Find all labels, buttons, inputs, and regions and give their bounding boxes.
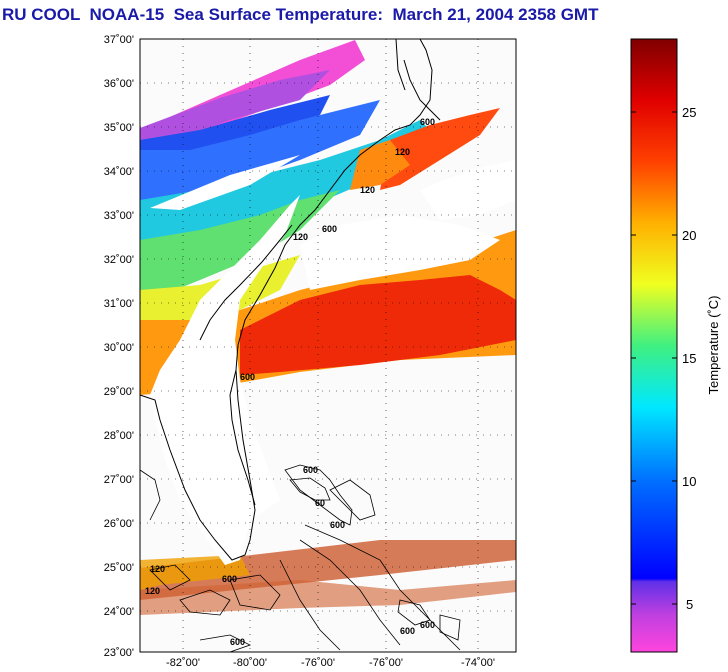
- map-title: RU COOL NOAA-15 Sea Surface Temperature:…: [2, 5, 599, 24]
- lat-label: 28˚00': [104, 430, 134, 442]
- lon-label: -76˚00': [369, 657, 403, 669]
- lat-label: 32˚00': [104, 254, 134, 266]
- contour-label: 600: [303, 465, 318, 475]
- contour-label: 120: [150, 564, 165, 574]
- contour-label: 60: [315, 498, 325, 508]
- colorbar-tick-label: 15: [682, 351, 696, 366]
- lat-label: 30˚00': [104, 342, 134, 354]
- colorbar-tick-label: 5: [686, 597, 693, 612]
- colorbar-tick-label: 10: [682, 474, 696, 489]
- contour-label: 600: [222, 574, 237, 584]
- contour-label: 120: [145, 586, 160, 596]
- latitude-axis: 37˚00' 36˚00' 35˚00' 34˚00' 33˚00' 32˚00…: [104, 34, 134, 659]
- lat-label: 25˚00': [104, 562, 134, 574]
- contour-label: 120: [395, 147, 410, 157]
- contour-label: 600: [420, 117, 435, 127]
- lat-label: 26˚00': [104, 518, 134, 530]
- lat-label: 29˚00': [104, 386, 134, 398]
- lat-label: 37˚00': [104, 34, 134, 46]
- contour-label: 600: [330, 520, 345, 530]
- colorbar-ticks: [631, 111, 677, 605]
- colorbar-tick-labels: 25 20 15 10 5: [682, 105, 696, 612]
- lat-label: 23˚00': [104, 647, 134, 659]
- longitude-axis: -82˚00' -80˚00' -76˚00' -76˚00' -74˚00': [166, 657, 495, 669]
- lat-label: 27˚00': [104, 474, 134, 486]
- lat-label: 36˚00': [104, 78, 134, 90]
- lon-label: -82˚00': [166, 657, 200, 669]
- contour-label-group: 600 120 120 600 120 600 600 60 600 600 1…: [145, 117, 435, 647]
- contour-label: 120: [360, 185, 375, 195]
- contour-label: 600: [240, 372, 255, 382]
- land-mass: [150, 195, 300, 565]
- lat-label: 31˚00': [104, 298, 134, 310]
- contour-label: 120: [293, 232, 308, 242]
- colorbar-tick-label: 20: [682, 228, 696, 243]
- contour-label: 600: [420, 620, 435, 630]
- lat-label: 24˚00': [104, 606, 134, 618]
- lat-label: 35˚00': [104, 122, 134, 134]
- contour-label: 600: [322, 224, 337, 234]
- bathymetry-contours: [139, 464, 461, 653]
- lon-label: -76˚00': [301, 657, 335, 669]
- lon-label: -74˚00': [461, 657, 495, 669]
- map-border: [139, 38, 517, 653]
- contour-label: 600: [230, 637, 245, 647]
- colorbar: [630, 38, 678, 653]
- colorbar-tick-label: 25: [682, 105, 696, 120]
- colorbar-label: Temperature (˚C): [706, 296, 721, 395]
- lat-label: 33˚00': [104, 210, 134, 222]
- contour-label: 600: [400, 626, 415, 636]
- lon-label: -80˚00': [233, 657, 267, 669]
- lat-label: 34˚00': [104, 166, 134, 178]
